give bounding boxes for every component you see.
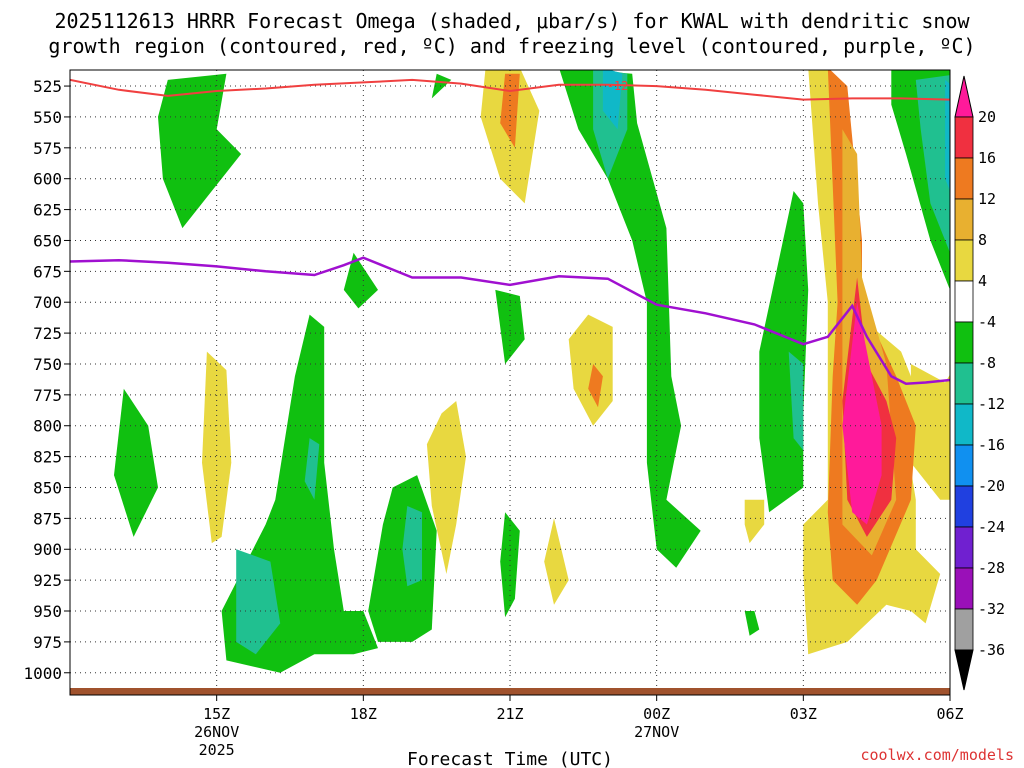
colorbar-band-1: [954, 116, 974, 159]
y-tick-label-2: 575: [33, 139, 62, 158]
omega-region-26: [910, 364, 950, 500]
colorbar-label-11: -28: [978, 559, 1005, 577]
colorbar-label-7: -12: [978, 395, 1005, 413]
freezing-level-line: [70, 256, 950, 385]
x-axis-label: Forecast Time (UTC): [407, 749, 613, 768]
pressure-axis: 525 550 575 600 625 650 675 700 725 750 775 800 825 8…: [23, 77, 70, 683]
colorbar-label-12: -32: [978, 600, 1005, 618]
x-tick-label-2: 21Z: [496, 705, 523, 723]
terrain-bar: [70, 688, 950, 695]
colorbar-label-13: -36: [978, 641, 1005, 659]
x-tick-date-0: 26NOV: [194, 723, 239, 741]
omega-region-2: [431, 73, 452, 99]
y-tick-label-4: 625: [33, 201, 62, 220]
y-tick-label-3: 600: [33, 170, 62, 189]
omega-region-12: [500, 512, 520, 618]
y-tick-label-5: 650: [33, 231, 62, 250]
omega-region-15: [744, 611, 760, 636]
colorbar-label-9: -20: [978, 477, 1005, 495]
dgz-contour-label: -12: [607, 79, 629, 93]
omega-region-5: [559, 70, 701, 568]
omega-region-14: [744, 499, 765, 544]
y-tick-label-18: 975: [33, 633, 62, 652]
colorbar-label-3: 8: [978, 231, 987, 249]
colorbar-label-10: -24: [978, 518, 1005, 536]
colorbar-top-arrow: [954, 75, 974, 118]
dgz-contour-line: [70, 78, 950, 101]
omega-region-32: [915, 75, 950, 253]
omega-region-21: [236, 549, 281, 655]
colorbar-band-8: [954, 403, 974, 446]
omega-region-30: [842, 302, 882, 525]
grid-lines: [70, 70, 951, 695]
chart-title-line2: growth region (contoured, red, ºC) and f…: [48, 34, 975, 58]
omega-region-0: [158, 73, 242, 229]
x-tick-label-5: 06Z: [936, 705, 963, 723]
chart-title-line1: 2025112613 HRRR Forecast Omega (shaded, …: [54, 9, 970, 33]
colorbar-band-10: [954, 485, 974, 528]
colorbar-bottom-arrow: [954, 649, 974, 691]
omega-region-1: [343, 252, 378, 309]
colorbar-band-5: [954, 280, 974, 323]
omega-region-9: [568, 314, 613, 426]
colorbar-label-2: 12: [978, 190, 996, 208]
omega-region-8: [495, 289, 525, 364]
omega-region-17: [788, 351, 804, 451]
colorbar-label-4: 4: [978, 272, 987, 290]
contour-lines: -12: [70, 78, 950, 385]
colorbar-band-4: [954, 239, 974, 282]
omega-region-13: [544, 518, 569, 605]
x-tick-label-3: 00Z: [643, 705, 670, 723]
y-tick-label-12: 825: [33, 448, 62, 467]
omega-region-24: [304, 438, 320, 500]
colorbar-band-2: [954, 157, 974, 200]
colorbar-label-6: -8: [978, 354, 996, 372]
credit-link[interactable]: coolwx.com/models: [860, 746, 1014, 764]
colorbar-label-0: 20: [978, 108, 996, 126]
colorbar-band-7: [954, 362, 974, 405]
colorbar-band-11: [954, 526, 974, 569]
x-tick-label-1: 18Z: [350, 705, 377, 723]
colorbar-label-5: -4: [978, 313, 996, 331]
y-tick-label-6: 675: [33, 262, 62, 281]
y-tick-label-7: 700: [33, 293, 62, 312]
x-tick-year-0: 2025: [199, 741, 235, 759]
colorbar-band-3: [954, 198, 974, 241]
y-tick-label-13: 850: [33, 478, 62, 497]
y-tick-label-15: 900: [33, 540, 62, 559]
colorbar-band-13: [954, 608, 974, 651]
colorbar: 20 16 12 8 4 -4 -8 -12 -16 -20 -24 -28 -32 -36: [954, 75, 1005, 691]
x-tick-date-3: 27NOV: [634, 723, 679, 741]
x-tick-label-4: 03Z: [790, 705, 817, 723]
colorbar-label-1: 16: [978, 149, 996, 167]
y-tick-label-11: 800: [33, 417, 62, 436]
colorbar-band-12: [954, 567, 974, 610]
omega-region-19: [202, 351, 232, 544]
colorbar-band-6: [954, 321, 974, 364]
y-tick-label-9: 750: [33, 355, 62, 374]
y-tick-label-8: 725: [33, 324, 62, 343]
y-tick-label-1: 550: [33, 108, 62, 127]
omega-region-10: [588, 364, 603, 408]
y-tick-label-10: 775: [33, 386, 62, 405]
colorbar-band-9: [954, 444, 974, 487]
y-tick-label-14: 875: [33, 509, 62, 528]
omega-region-33: [945, 79, 950, 192]
y-tick-label-19: 1000: [23, 664, 62, 683]
x-tick-label-0: 15Z: [203, 705, 230, 723]
omega-region-23: [402, 506, 422, 587]
y-tick-label-17: 950: [33, 602, 62, 621]
omega-region-11: [426, 401, 466, 574]
colorbar-label-8: -16: [978, 436, 1005, 454]
y-tick-label-0: 525: [33, 77, 62, 96]
y-tick-label-16: 925: [33, 571, 62, 590]
